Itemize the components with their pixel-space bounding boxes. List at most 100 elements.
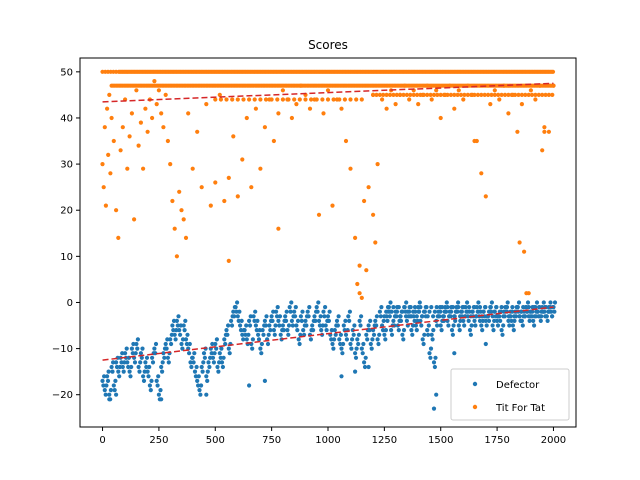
defector-point: [325, 314, 331, 319]
defector-point: [322, 314, 327, 319]
tit-for-tat-point: [458, 92, 464, 97]
defector-point: [241, 337, 246, 342]
tit-for-tat-point: [425, 92, 430, 97]
defector-point: [483, 305, 488, 310]
defector-point: [480, 328, 485, 333]
defector-point: [214, 337, 219, 342]
defector-point: [188, 360, 193, 365]
defector-point: [265, 341, 271, 347]
defector-point: [120, 364, 125, 370]
defector-point: [298, 314, 303, 319]
defector-point: [429, 305, 434, 310]
defector-point: [293, 305, 298, 310]
defector-point: [144, 355, 150, 360]
defector-point: [488, 305, 493, 310]
defector-point: [250, 346, 255, 351]
tit-for-tat-point: [218, 97, 223, 102]
defector-point: [434, 305, 439, 310]
tit-for-tat-point: [101, 185, 106, 190]
defector-point: [201, 360, 206, 365]
trend-lines: [102, 82, 554, 361]
tit-for-tat-point: [150, 115, 155, 121]
y-tick-label: 30: [60, 160, 73, 171]
x-tick-label: 750: [262, 435, 281, 446]
defector-point: [336, 314, 341, 319]
defector-point: [108, 388, 113, 393]
tit-for-tat-point: [384, 106, 389, 111]
tit-for-tat-point: [252, 97, 257, 102]
tit-for-tat-point: [292, 97, 297, 102]
defector-point: [374, 314, 379, 319]
tit-for-tat-point: [371, 212, 376, 217]
defector-point: [370, 337, 375, 342]
tit-for-tat-point: [519, 92, 525, 97]
defector-point: [420, 314, 425, 319]
defector-point: [393, 314, 398, 319]
tit-for-tat-point: [391, 92, 396, 97]
defector-point: [492, 318, 497, 323]
defector-point: [329, 337, 334, 342]
defector-point: [516, 300, 522, 305]
defector-point: [141, 374, 146, 379]
tit-for-tat-point: [275, 97, 280, 102]
tit-for-tat-point: [168, 162, 173, 167]
defector-point: [458, 318, 463, 323]
defector-point: [359, 314, 364, 319]
tit-for-tat-point: [314, 97, 319, 102]
tit-for-tat-point: [159, 111, 164, 116]
defector-point: [400, 309, 405, 314]
defector-point: [338, 332, 343, 337]
defector-point: [253, 309, 258, 314]
defector-point: [431, 314, 436, 319]
defector-point: [327, 309, 332, 314]
defector-point: [137, 369, 142, 374]
defector-point: [258, 346, 263, 351]
defector-point: [226, 323, 231, 328]
tit-for-tat-point: [364, 268, 369, 273]
tit-for-tat-point: [320, 97, 325, 102]
defector-point: [483, 341, 488, 347]
defector-point: [447, 314, 452, 319]
defector-point: [346, 314, 351, 319]
defector-point: [116, 369, 121, 374]
defector-point: [114, 392, 119, 397]
defector-point: [405, 309, 410, 314]
defector-point: [298, 332, 303, 337]
defector-point: [247, 383, 252, 388]
defector-point: [177, 328, 182, 333]
defector-point: [156, 374, 161, 379]
defector-point: [299, 318, 304, 323]
tit-for-tat-point: [357, 263, 362, 268]
tit-for-tat-point: [472, 138, 477, 144]
defector-point: [284, 309, 289, 314]
defector-point: [232, 314, 237, 319]
defector-point: [110, 369, 115, 374]
defector-point: [368, 318, 373, 323]
defector-point: [200, 369, 205, 374]
tit-for-tat-point: [348, 166, 353, 171]
defector-point: [117, 364, 122, 370]
defector-point: [381, 318, 386, 323]
defector-point: [528, 314, 533, 319]
defector-point: [396, 328, 401, 333]
tit-for-tat-point: [447, 83, 452, 88]
defector-point: [270, 318, 275, 323]
tit-for-tat-point: [195, 129, 200, 134]
defector-point: [450, 332, 455, 337]
tit-for-tat-point: [362, 198, 367, 204]
defector-point: [198, 392, 203, 397]
defector-point: [432, 309, 437, 314]
defector-point: [152, 346, 157, 351]
tit-for-tat-point: [404, 92, 409, 97]
tit-for-tat-point: [330, 203, 335, 208]
defector-point: [532, 305, 537, 310]
defector-point: [476, 309, 481, 314]
defector-point: [387, 314, 392, 319]
tit-for-tat-point: [407, 97, 412, 102]
defector-point: [207, 364, 212, 370]
defector-point: [541, 309, 546, 314]
defector-point: [430, 337, 435, 342]
defector-point: [394, 309, 400, 314]
defector-point: [461, 318, 466, 323]
tit-for-tat-point: [536, 92, 541, 97]
